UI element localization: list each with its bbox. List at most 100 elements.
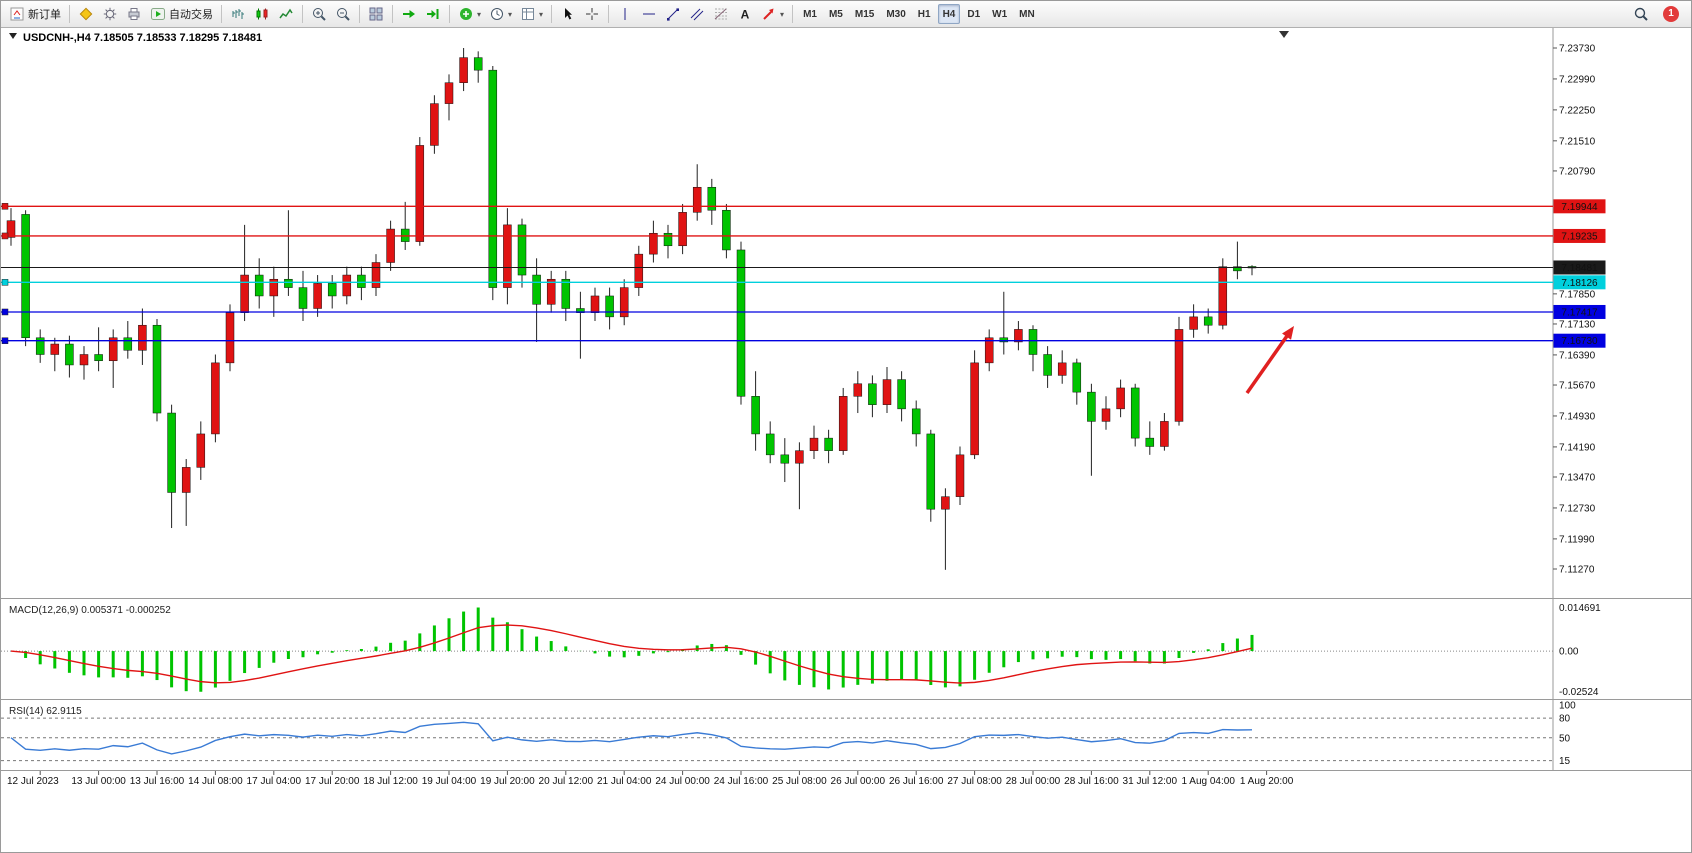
metaeditor-button[interactable] bbox=[74, 3, 98, 25]
timeframe-h1[interactable]: H1 bbox=[913, 4, 936, 24]
notification-badge[interactable]: 1 bbox=[1663, 6, 1679, 22]
candle-body bbox=[108, 337, 118, 362]
templates-icon bbox=[520, 6, 536, 22]
autotrading-button[interactable]: 自动交易 bbox=[146, 3, 217, 25]
candle-body bbox=[211, 362, 220, 435]
candle-body bbox=[298, 287, 308, 309]
chart-window[interactable]: 7.23730 7.22990 7.22250 7.21510 7.20790 7.178… bbox=[1, 28, 1692, 853]
trendline-icon bbox=[665, 6, 681, 22]
main-toolbar: 新订单 自动交易 ▾ ▾ ▾ A ▾ M1 M5 M15 M30 H1 H4 D1 W1 MN 1 bbox=[1, 1, 1691, 28]
line-left-handle[interactable] bbox=[1, 279, 9, 286]
new-order-button[interactable]: 新订单 bbox=[5, 3, 65, 25]
toolbar-separator bbox=[792, 5, 794, 23]
candle-body bbox=[765, 433, 775, 456]
time-label: 13 Jul 00:00 bbox=[71, 776, 126, 787]
hline-icon bbox=[641, 6, 657, 22]
text-button[interactable]: A bbox=[733, 3, 757, 25]
time-label: 24 Jul 16:00 bbox=[714, 776, 769, 787]
symbol-dropdown-icon[interactable] bbox=[9, 33, 17, 39]
candle-body bbox=[473, 57, 483, 71]
search-button[interactable] bbox=[1629, 3, 1653, 25]
candle-body bbox=[546, 278, 556, 305]
options-button[interactable] bbox=[98, 3, 122, 25]
candle-body bbox=[532, 274, 541, 305]
time-label: 17 Jul 04:00 bbox=[247, 776, 302, 787]
time-label: 26 Jul 16:00 bbox=[889, 776, 944, 787]
options-icon bbox=[102, 6, 118, 22]
price-tick-label: 7.13470 bbox=[1559, 473, 1596, 484]
level-badge-label: 7.18126 bbox=[1561, 278, 1598, 289]
bar-chart-button[interactable] bbox=[226, 3, 250, 25]
price-tick-label: 7.14190 bbox=[1559, 442, 1596, 453]
candle-body bbox=[65, 343, 74, 366]
current-price-badge bbox=[1553, 260, 1606, 275]
candle-body bbox=[1160, 421, 1169, 447]
line-chart-button[interactable] bbox=[274, 3, 298, 25]
level-badge-label: 7.16730 bbox=[1561, 336, 1598, 347]
timeframe-m5[interactable]: M5 bbox=[824, 4, 848, 24]
chart-shift-button[interactable] bbox=[421, 3, 445, 25]
candle-body bbox=[21, 214, 30, 339]
periods-icon bbox=[489, 6, 505, 22]
line-left-handle[interactable] bbox=[1, 308, 9, 316]
tile-windows-button[interactable] bbox=[364, 3, 388, 25]
dropdown-caret-icon: ▾ bbox=[539, 9, 544, 19]
line-left-handle[interactable] bbox=[1, 203, 9, 210]
chart-canvas[interactable]: 7.23730 7.22990 7.22250 7.21510 7.20790 7.178… bbox=[1, 28, 1692, 853]
timeframe-d1[interactable]: D1 bbox=[962, 4, 985, 24]
time-label: 27 Jul 08:00 bbox=[947, 776, 1002, 787]
candlestick-chart-button[interactable] bbox=[250, 3, 274, 25]
time-label: 13 Jul 16:00 bbox=[130, 776, 185, 787]
candle-body bbox=[707, 186, 717, 211]
candle-body bbox=[386, 228, 395, 263]
candle-body bbox=[517, 224, 527, 276]
auto-scroll-button[interactable] bbox=[397, 3, 421, 25]
bar-chart-icon bbox=[230, 6, 246, 22]
timeframe-m30[interactable]: M30 bbox=[881, 4, 910, 24]
candle-body bbox=[1028, 329, 1038, 355]
templates-button[interactable]: ▾ bbox=[516, 3, 547, 25]
price-tick-label: 7.22250 bbox=[1559, 105, 1596, 116]
trendline-button[interactable] bbox=[661, 3, 685, 25]
chart-shift-icon bbox=[425, 6, 441, 22]
candle-body bbox=[795, 450, 804, 464]
candle-body bbox=[1014, 329, 1023, 343]
print-button[interactable] bbox=[122, 3, 146, 25]
indicators-button[interactable]: ▾ bbox=[454, 3, 485, 25]
annotation-arrow[interactable] bbox=[1245, 333, 1290, 395]
crosshair-button[interactable] bbox=[580, 3, 604, 25]
price-tick-label: 7.11990 bbox=[1559, 534, 1595, 545]
cursor-button[interactable] bbox=[556, 3, 580, 25]
arrows-button[interactable]: ▾ bbox=[757, 3, 788, 25]
candle-body bbox=[1189, 316, 1198, 330]
dropdown-caret-icon: ▾ bbox=[477, 9, 482, 19]
timeframe-w1[interactable]: W1 bbox=[987, 4, 1012, 24]
chart-shift-marker[interactable] bbox=[1279, 31, 1289, 38]
zoom-in-button[interactable] bbox=[307, 3, 331, 25]
candle-body bbox=[371, 262, 381, 288]
candle-body bbox=[1145, 437, 1155, 447]
periods-button[interactable]: ▾ bbox=[485, 3, 516, 25]
annotation-arrow-head[interactable] bbox=[1282, 326, 1294, 340]
vertical-line-button[interactable] bbox=[613, 3, 637, 25]
line-left-handle[interactable] bbox=[1, 337, 9, 344]
time-label: 24 Jul 00:00 bbox=[655, 776, 710, 787]
candle-body bbox=[240, 274, 249, 313]
time-label: 1 Aug 04:00 bbox=[1182, 776, 1236, 787]
candle-body bbox=[94, 354, 103, 362]
timeframe-mn[interactable]: MN bbox=[1014, 4, 1040, 24]
timeframe-h4[interactable]: H4 bbox=[937, 4, 961, 24]
horizontal-line-button[interactable] bbox=[637, 3, 661, 25]
timeframe-m1[interactable]: M1 bbox=[798, 4, 822, 24]
time-label: 14 Jul 08:00 bbox=[188, 776, 243, 787]
channel-button[interactable] bbox=[685, 3, 709, 25]
candle-body bbox=[751, 396, 760, 435]
crosshair-icon bbox=[584, 6, 600, 22]
line-left-handle[interactable] bbox=[1, 232, 9, 240]
level-badge bbox=[1553, 304, 1606, 319]
vline-icon bbox=[617, 6, 633, 22]
time-label: 1 Aug 20:00 bbox=[1240, 776, 1294, 787]
timeframe-m15[interactable]: M15 bbox=[850, 4, 879, 24]
zoom-out-button[interactable] bbox=[331, 3, 355, 25]
fibonacci-button[interactable] bbox=[709, 3, 733, 25]
